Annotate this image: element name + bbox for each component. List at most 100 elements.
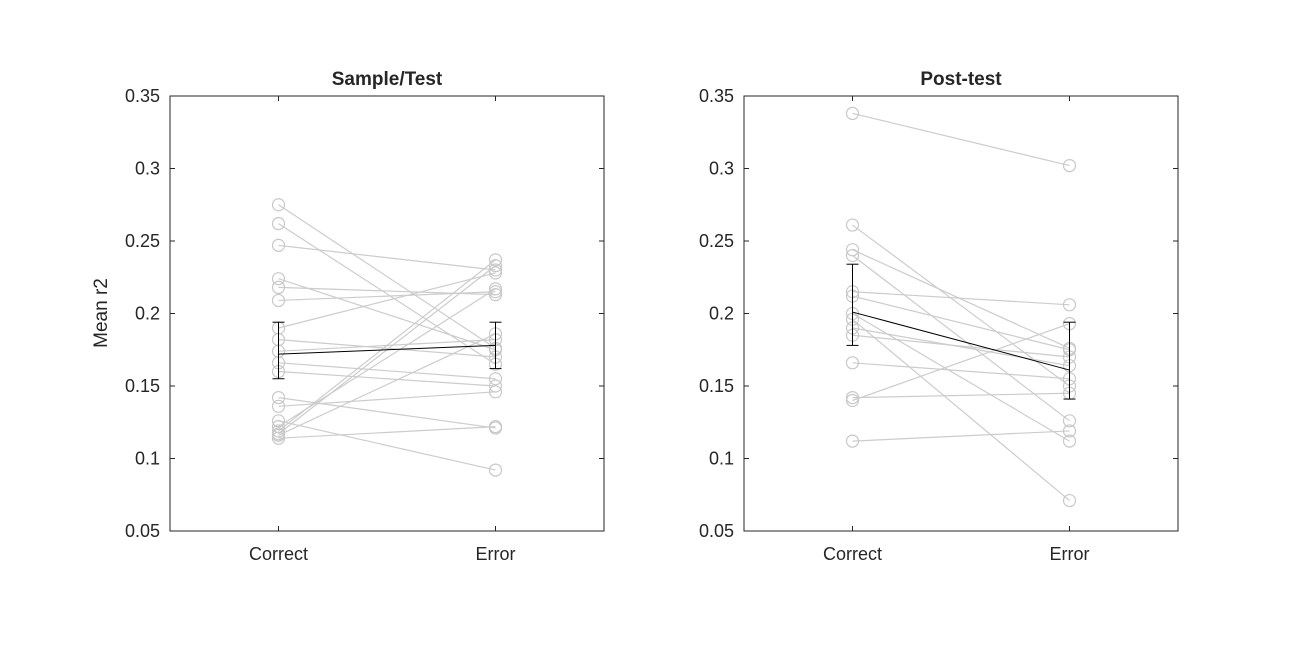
axes-box <box>743 95 1179 532</box>
subject-marker <box>845 356 860 370</box>
error-bar <box>272 321 285 380</box>
subject-line <box>852 392 1070 399</box>
axes-box <box>169 95 605 532</box>
error-bar <box>1063 321 1076 400</box>
y-axis-label: Mean r2 <box>91 278 112 348</box>
subject-marker <box>488 385 503 399</box>
subject-marker <box>271 238 286 252</box>
y-tick-label: 0.15 <box>699 376 734 396</box>
subject-marker <box>845 218 860 232</box>
subject-marker <box>1062 493 1077 508</box>
subject-line <box>852 334 1070 358</box>
mean-line <box>852 311 1070 371</box>
subject-line <box>278 288 496 428</box>
y-tick-label: 0.25 <box>125 231 160 251</box>
subject-line <box>852 323 1070 402</box>
subject-line <box>278 426 496 439</box>
y-tick-label: 0.15 <box>125 376 160 396</box>
subject-line <box>278 278 496 351</box>
subject-line <box>852 318 1070 502</box>
subject-marker <box>271 414 286 428</box>
panel-post-test: Post-test 0.05 0.1 0.15 0.2 0.25 0.3 0.35 Corre… <box>699 69 1179 564</box>
panel-title: Post-test <box>920 69 1002 90</box>
y-tick-label: 0.35 <box>125 86 160 106</box>
subject-marker <box>488 266 503 280</box>
subject-marker <box>271 391 286 405</box>
subject-line <box>278 397 496 429</box>
error-bar <box>846 263 859 346</box>
panel-title: Sample/Test <box>332 69 443 90</box>
subject-line <box>278 420 496 471</box>
y-tick-label: 0.2 <box>135 304 160 324</box>
subject-marker <box>271 431 286 445</box>
subject-line <box>852 112 1070 167</box>
y-tick-label: 0.25 <box>699 231 734 251</box>
subject-marker <box>488 372 503 386</box>
subject-marker <box>488 259 503 273</box>
subject-line <box>852 312 1070 442</box>
subject-marker <box>488 288 503 302</box>
subject-line <box>278 391 496 407</box>
y-tick-label: 0.1 <box>709 449 734 469</box>
y-tick-label: 0.3 <box>709 159 734 179</box>
subject-marker <box>1062 414 1077 428</box>
subject-line <box>852 255 1070 422</box>
y-tick-label: 0.3 <box>135 159 160 179</box>
x-tick-label: Error <box>1050 544 1090 564</box>
subject-marker <box>488 379 503 393</box>
subject-marker <box>271 198 286 212</box>
x-tick-label: Correct <box>249 544 308 564</box>
y-tick-label: 0.05 <box>125 521 160 541</box>
subject-line <box>278 204 496 349</box>
x-tick-label: Correct <box>823 544 882 564</box>
subject-marker <box>488 285 503 299</box>
subject-marker <box>271 293 286 308</box>
subject-line <box>278 362 496 380</box>
subject-line <box>278 223 496 365</box>
subject-marker <box>271 272 286 286</box>
subject-marker <box>271 280 286 294</box>
subject-marker <box>845 434 860 448</box>
subject-marker <box>845 106 860 121</box>
subject-line <box>852 295 1070 351</box>
subject-marker <box>845 393 860 408</box>
subject-marker <box>845 243 860 257</box>
y-tick-label: 0.1 <box>135 449 160 469</box>
y-tick-label: 0.35 <box>699 86 734 106</box>
subject-marker <box>1062 424 1077 438</box>
subject-line <box>852 291 1070 306</box>
subject-marker <box>1062 434 1077 448</box>
subject-line <box>278 244 496 271</box>
panel-sample-test: Sample/Test Mean r2 0.05 0.1 0.15 0.2 0.25 0.… <box>91 69 605 564</box>
subject-marker <box>271 424 286 438</box>
subject-marker <box>488 263 503 277</box>
subject-marker <box>271 428 286 442</box>
subject-line <box>852 249 1070 349</box>
subject-line <box>852 430 1070 442</box>
subject-marker <box>271 217 286 231</box>
subject-line <box>852 327 1070 367</box>
subject-line <box>278 259 496 432</box>
subject-marker <box>1062 298 1077 312</box>
subject-marker <box>1062 159 1077 173</box>
subject-marker <box>845 248 860 263</box>
subject-marker <box>488 253 503 267</box>
subject-line <box>278 370 496 387</box>
y-tick-label: 0.05 <box>699 521 734 541</box>
subject-marker <box>271 399 286 413</box>
subject-line <box>278 291 496 302</box>
subject-marker <box>845 391 860 405</box>
x-tick-label: Error <box>476 544 516 564</box>
mean-line <box>278 344 496 355</box>
subject-line <box>278 339 496 358</box>
subject-marker <box>488 463 503 477</box>
subject-line <box>278 272 496 329</box>
error-bar <box>489 321 502 370</box>
subject-line <box>852 362 1070 380</box>
y-tick-label: 0.2 <box>709 304 734 324</box>
subject-marker <box>488 420 503 434</box>
subject-marker <box>488 282 503 296</box>
subject-line <box>278 333 496 436</box>
